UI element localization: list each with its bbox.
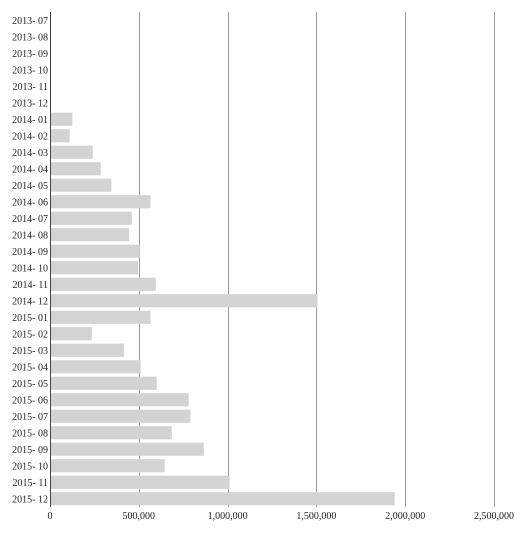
category-label: 2014- 12 — [12, 296, 48, 307]
category-label: 2014- 03 — [12, 148, 48, 159]
bar-2014-06 — [51, 195, 151, 209]
category-label: 2013- 08 — [12, 32, 48, 43]
category-label: 2014- 08 — [12, 230, 48, 241]
category-label: 2014- 09 — [12, 247, 48, 258]
category-label: 2015- 04 — [12, 362, 48, 373]
category-label: 2015- 08 — [12, 428, 48, 439]
category-label: 2014- 05 — [12, 181, 48, 192]
bar-2014-12 — [51, 294, 318, 308]
bar-2014-05 — [51, 178, 112, 192]
bar-2014-11 — [51, 277, 156, 291]
category-label: 2015- 06 — [12, 395, 48, 406]
bar-2014-04 — [51, 162, 101, 176]
bar-2015-01 — [51, 310, 151, 324]
bar-2014-01 — [51, 112, 73, 126]
category-label: 2014- 04 — [12, 164, 48, 175]
category-label: 2015- 11 — [13, 478, 48, 489]
label-layer: 2013- 07 2013- 08 2013- 09 2013- 10 2013- 11… — [12, 16, 514, 522]
category-label: 2015- 02 — [12, 329, 48, 340]
bar-2015-12 — [51, 492, 395, 506]
bar-2014-08 — [51, 228, 130, 242]
category-label: 2014- 02 — [12, 131, 48, 142]
bar-2015-09 — [51, 442, 204, 456]
bar-2015-05 — [51, 376, 157, 390]
x-tick-label: 2,500,000 — [474, 511, 514, 522]
category-label: 2015- 09 — [12, 445, 48, 456]
category-label: 2015- 12 — [12, 494, 48, 505]
category-label: 2013- 07 — [12, 16, 48, 27]
category-label: 2015- 01 — [12, 313, 48, 324]
category-label: 2013- 09 — [12, 49, 48, 60]
category-label: 2015- 10 — [12, 461, 48, 472]
category-label: 2013- 12 — [12, 98, 48, 109]
category-label: 2014- 07 — [12, 214, 48, 225]
x-tick-label: 2,000,000 — [385, 511, 425, 522]
category-label: 2015- 03 — [12, 346, 48, 357]
x-tick-label: 1,000,000 — [208, 511, 248, 522]
category-label: 2014- 01 — [12, 115, 48, 126]
bar-2015-10 — [51, 459, 165, 473]
bar-2014-03 — [51, 145, 93, 159]
bar-2015-08 — [51, 426, 172, 440]
bar-layer — [51, 112, 395, 506]
category-label: 2015- 05 — [12, 379, 48, 390]
bar-2015-11 — [51, 475, 230, 489]
category-label: 2013- 10 — [12, 65, 48, 76]
category-label: 2013- 11 — [13, 82, 48, 93]
bar-2015-02 — [51, 327, 92, 341]
bar-2014-10 — [51, 261, 139, 275]
x-tick-label: 1,500,000 — [296, 511, 336, 522]
bar-2015-04 — [51, 360, 141, 374]
grid-layer — [139, 12, 495, 507]
bar-2014-02 — [51, 129, 70, 143]
x-tick-label: 500,000 — [123, 511, 156, 522]
x-tick-label: 0 — [48, 511, 53, 522]
category-label: 2014- 10 — [12, 263, 48, 274]
bar-2014-09 — [51, 244, 140, 258]
bar-2015-07 — [51, 409, 191, 423]
bar-2014-07 — [51, 211, 132, 225]
bar-2015-06 — [51, 393, 189, 407]
category-label: 2014- 06 — [12, 197, 48, 208]
category-label: 2015- 07 — [12, 412, 48, 423]
bar-2015-03 — [51, 343, 124, 357]
category-label: 2014- 11 — [13, 280, 48, 291]
